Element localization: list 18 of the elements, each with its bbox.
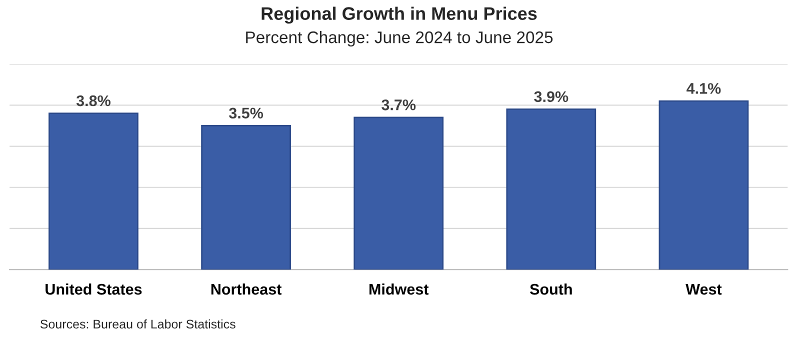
- x-tick-label: United States: [46, 283, 142, 295]
- data-label: 3.7%: [382, 99, 416, 110]
- x-tick-label: Midwest: [369, 283, 429, 295]
- data-label: 4.1%: [686, 83, 721, 94]
- chart-subtitle: Percent Change: June 2024 to June 2025: [246, 30, 553, 47]
- chart-title: Regional Growth in Menu Prices: [262, 6, 537, 24]
- x-tick-label: South: [530, 283, 572, 295]
- bar: [658, 100, 749, 270]
- bar: [354, 116, 444, 270]
- data-label: 3.9%: [534, 91, 568, 102]
- bar: [506, 108, 596, 270]
- x-tick-label: West: [686, 284, 722, 295]
- x-tick-label: Northeast: [211, 283, 282, 295]
- bar: [48, 112, 138, 270]
- data-label: 3.5%: [228, 108, 264, 119]
- bar: [201, 125, 291, 270]
- source-note: Sources: Bureau of Labor Statistics: [40, 319, 236, 329]
- data-label: 3.8%: [76, 95, 110, 106]
